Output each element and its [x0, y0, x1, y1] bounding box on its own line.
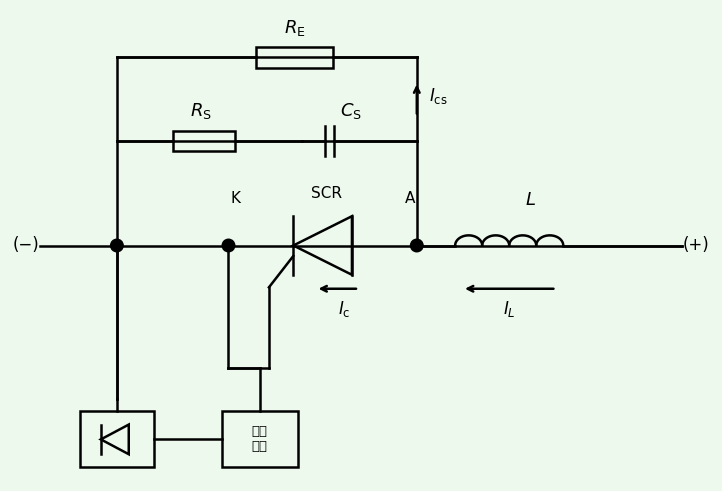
- Text: $C_\mathrm{S}$: $C_\mathrm{S}$: [339, 101, 362, 121]
- Text: $R_\mathrm{E}$: $R_\mathrm{E}$: [284, 18, 305, 38]
- Text: $L$: $L$: [525, 191, 536, 209]
- Text: $I_{L}$: $I_{L}$: [503, 299, 516, 319]
- Text: 触发
模块: 触发 模块: [252, 425, 268, 453]
- Circle shape: [222, 239, 235, 252]
- Bar: [222, 411, 298, 467]
- Text: (−): (−): [13, 237, 40, 254]
- Text: (+): (+): [682, 237, 709, 254]
- Text: $R_\mathrm{S}$: $R_\mathrm{S}$: [190, 101, 212, 121]
- Bar: [256, 47, 333, 68]
- Text: K: K: [230, 191, 240, 206]
- Text: $I_\mathrm{c}$: $I_\mathrm{c}$: [338, 299, 350, 319]
- Bar: [80, 411, 154, 467]
- Bar: [173, 131, 235, 151]
- Text: A: A: [404, 191, 415, 206]
- Text: SCR: SCR: [310, 186, 342, 201]
- Text: $I_\mathrm{cs}$: $I_\mathrm{cs}$: [430, 85, 448, 106]
- Circle shape: [411, 239, 423, 252]
- Circle shape: [110, 239, 123, 252]
